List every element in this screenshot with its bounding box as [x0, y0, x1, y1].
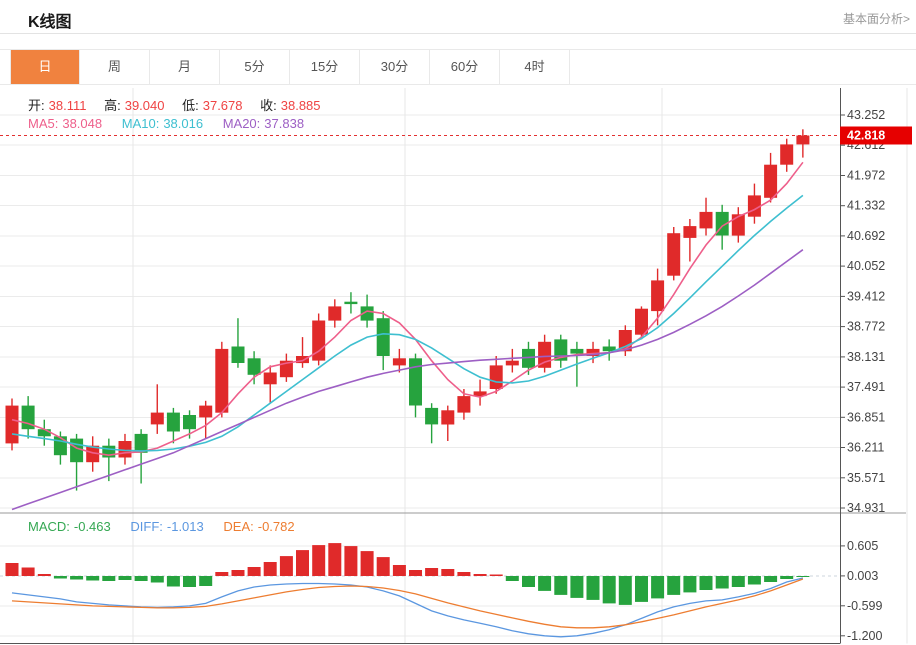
diff-label: DIFF:: [130, 519, 163, 534]
ma20-line: [11, 249, 804, 511]
page-title: K线图: [28, 14, 72, 31]
svg-text:42.818: 42.818: [847, 129, 885, 143]
ma10-value: 38.016: [163, 116, 204, 131]
svg-text:36.851: 36.851: [847, 410, 885, 424]
svg-text:41.332: 41.332: [847, 199, 885, 213]
svg-text:0.003: 0.003: [847, 569, 878, 583]
dea-label: DEA:: [223, 519, 254, 534]
main-gridlines: [0, 114, 840, 509]
macd-axis-labels: 0.605 0.003 -0.599 -1.200: [840, 539, 882, 643]
diff-value: -1.013: [166, 519, 204, 534]
ohlc-info: 开: 38.111 高: 39.040 低: 37.678 收: 38.885: [28, 95, 335, 114]
close-value: 38.885: [280, 98, 321, 113]
low-value: 37.678: [202, 98, 243, 113]
ma5-label: MA5:: [28, 116, 59, 131]
svg-text:37.491: 37.491: [847, 380, 885, 394]
svg-text:40.052: 40.052: [847, 259, 885, 273]
ma5-line: [11, 161, 804, 457]
ma5-value: 38.048: [62, 116, 103, 131]
chart-frame: [0, 88, 906, 644]
price-axis-labels: 43.25242.61241.97241.33240.69240.05239.4…: [840, 108, 885, 515]
macd-gridlines: [0, 545, 840, 637]
svg-text:0.605: 0.605: [847, 539, 878, 553]
close-label: 收:: [260, 98, 277, 113]
svg-text:38.131: 38.131: [847, 350, 885, 364]
macd-histogram: [5, 543, 810, 605]
ma-legend: MA5: 38.048 MA10: 38.016 MA20: 37.838: [28, 116, 320, 131]
ma20-legend: MA20: 37.838: [223, 116, 304, 131]
tab-period-0[interactable]: 日: [10, 50, 80, 84]
dea-value-item: DEA: -0.782: [223, 519, 294, 534]
tab-period-2[interactable]: 月: [150, 50, 220, 84]
ma10-line: [11, 194, 804, 452]
svg-text:38.772: 38.772: [847, 320, 885, 334]
vertical-gridlines: [132, 88, 908, 644]
ma20-label: MA20:: [222, 116, 261, 131]
ohlc-low: 低: 37.678: [182, 98, 242, 113]
header-divider: [0, 33, 916, 34]
ohlc-close: 收: 38.885: [260, 98, 320, 113]
tab-period-1[interactable]: 周: [80, 50, 150, 84]
ma10-label: MA10:: [121, 116, 160, 131]
svg-text:43.252: 43.252: [847, 108, 885, 122]
candles-group: [5, 129, 810, 491]
svg-text:34.931: 34.931: [847, 501, 885, 515]
svg-text:-1.200: -1.200: [847, 629, 882, 643]
svg-text:40.692: 40.692: [847, 229, 885, 243]
low-label: 低:: [182, 98, 199, 113]
high-value: 39.040: [124, 98, 165, 113]
open-label: 开:: [28, 98, 45, 113]
ma5-legend: MA5: 38.048: [28, 116, 102, 131]
tab-period-4[interactable]: 15分: [290, 50, 360, 84]
period-tabbar: 日周月 5分 15分 30分 60分 4时: [0, 49, 916, 85]
svg-text:36.211: 36.211: [847, 441, 884, 455]
fundamental-analysis-link[interactable]: 基本面分析>: [842, 12, 910, 26]
open-value: 38.111: [48, 98, 87, 113]
svg-text:41.972: 41.972: [847, 169, 885, 183]
macd-label: MACD:: [28, 519, 70, 534]
macd-value-item: MACD: -0.463: [28, 519, 111, 534]
last-price-tag: 42.818: [840, 126, 912, 145]
tab-period-5[interactable]: 30分: [360, 50, 430, 84]
svg-text:-0.599: -0.599: [847, 599, 882, 613]
ma10-legend: MA10: 38.016: [122, 116, 203, 131]
tab-period-3[interactable]: 5分: [220, 50, 290, 84]
dea-value: -0.782: [257, 519, 295, 534]
macd-legend: MACD: -0.463 DIFF: -1.013 DEA: -0.782: [28, 519, 311, 534]
high-label: 高:: [104, 98, 121, 113]
svg-text:35.571: 35.571: [847, 471, 885, 485]
macd-value: -0.463: [73, 519, 111, 534]
svg-text:39.412: 39.412: [847, 289, 885, 303]
ohlc-high: 高: 39.040: [104, 98, 164, 113]
tab-period-7[interactable]: 4时: [500, 50, 570, 84]
diff-value-item: DIFF: -1.013: [130, 519, 203, 534]
ma20-value: 37.838: [264, 116, 305, 131]
ohlc-open: 开: 38.111: [28, 98, 86, 113]
dea-line: [11, 578, 804, 629]
tab-period-6[interactable]: 60分: [430, 50, 500, 84]
